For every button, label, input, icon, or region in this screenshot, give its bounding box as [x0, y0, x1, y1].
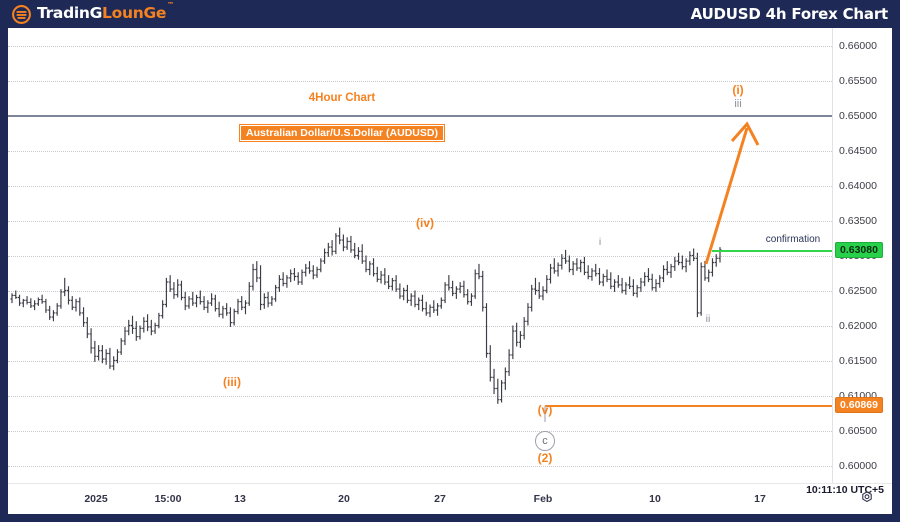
app-header: TradinG LounGe ™ AUDUSD 4h Forex Chart: [0, 0, 900, 28]
time-axis-label: 20: [338, 493, 350, 505]
wave-label-i-small: i: [598, 236, 602, 248]
gridline: [8, 220, 832, 222]
time-axis-label: 27: [434, 493, 446, 505]
brand-secondary-text: LounGe: [102, 4, 167, 23]
time-axis-label: 10: [649, 493, 661, 505]
wave-label-v: (v): [537, 403, 553, 417]
gridline: [8, 430, 832, 432]
page-title: AUDUSD 4h Forex Chart: [690, 5, 889, 23]
time-axis-label: 15:00: [154, 493, 182, 505]
time-axis-label: Feb: [533, 493, 553, 505]
wave-label-c-circle: c: [535, 431, 555, 451]
price-axis-label: 0.61500: [839, 354, 877, 367]
chart-plot-area[interactable]: 4Hour Chart Australian Dollar/U.S.Dollar…: [8, 28, 832, 483]
price-axis[interactable]: 0.66000 0.65500 0.65000 0.64500 0.64000 0.635…: [832, 28, 892, 483]
time-axis[interactable]: 2025 15:00 13 20 27 Feb 10 17: [8, 483, 892, 514]
ohlc-bars: [10, 227, 722, 404]
support-price-tag: 0.60869: [835, 396, 883, 413]
gridline: [8, 185, 832, 187]
settings-gear-icon[interactable]: [860, 491, 874, 505]
wave-label-i-primary: (i): [732, 83, 744, 97]
current-price-tag: 0.63080: [835, 241, 883, 258]
price-axis-label: 0.62500: [839, 284, 877, 297]
chart-frame: 4Hour Chart Australian Dollar/U.S.Dollar…: [8, 28, 892, 514]
wave-label-iii: (iii): [223, 375, 241, 389]
wave-label-iv: (iv): [416, 216, 434, 230]
gridline: [8, 325, 832, 327]
price-axis-label: 0.63500: [839, 214, 877, 227]
time-axis-label: 2025: [84, 493, 108, 505]
gridline: [8, 395, 832, 397]
price-axis-label: 0.62000: [839, 319, 877, 332]
resistance-line-065: [8, 113, 832, 118]
price-axis-label: 0.60000: [839, 459, 877, 472]
wave-label-ii-small: ii: [705, 313, 711, 325]
gridline: [8, 80, 832, 82]
support-level-line: [545, 404, 832, 407]
gridline: [8, 150, 832, 152]
price-axis-label: 0.65500: [839, 74, 877, 87]
price-bars-layer: [8, 28, 832, 483]
time-axis-label: 13: [234, 493, 246, 505]
gridline: [8, 360, 832, 362]
brand-trademark: ™: [167, 1, 174, 10]
price-axis-label: 0.60500: [839, 424, 877, 437]
price-axis-label: 0.64000: [839, 179, 877, 192]
price-axis-label: 0.66000: [839, 39, 877, 52]
time-axis-label: 17: [754, 493, 766, 505]
gridline: [8, 290, 832, 292]
gridline: [8, 255, 832, 257]
confirmation-label: confirmation: [765, 234, 821, 245]
price-axis-label: 0.65000: [839, 109, 877, 122]
brand-primary-text: TradinG: [37, 4, 103, 23]
confirmation-level-line: [712, 249, 832, 252]
timeframe-annotation: 4Hour Chart: [308, 92, 376, 104]
brand-logo[interactable]: TradinG LounGe ™: [12, 2, 174, 24]
gridline: [8, 45, 832, 47]
brand-wordmark: TradinG LounGe ™: [37, 2, 174, 23]
wave-label-iii-sub: iii: [734, 98, 742, 110]
tradinglounge-logo-icon: [12, 4, 31, 24]
instrument-name-badge: Australian Dollar/U.S.Dollar (AUDUSD): [239, 124, 445, 142]
price-axis-label: 0.64500: [839, 144, 877, 157]
wave-label-2: (2): [537, 451, 553, 465]
gridline: [8, 465, 832, 467]
